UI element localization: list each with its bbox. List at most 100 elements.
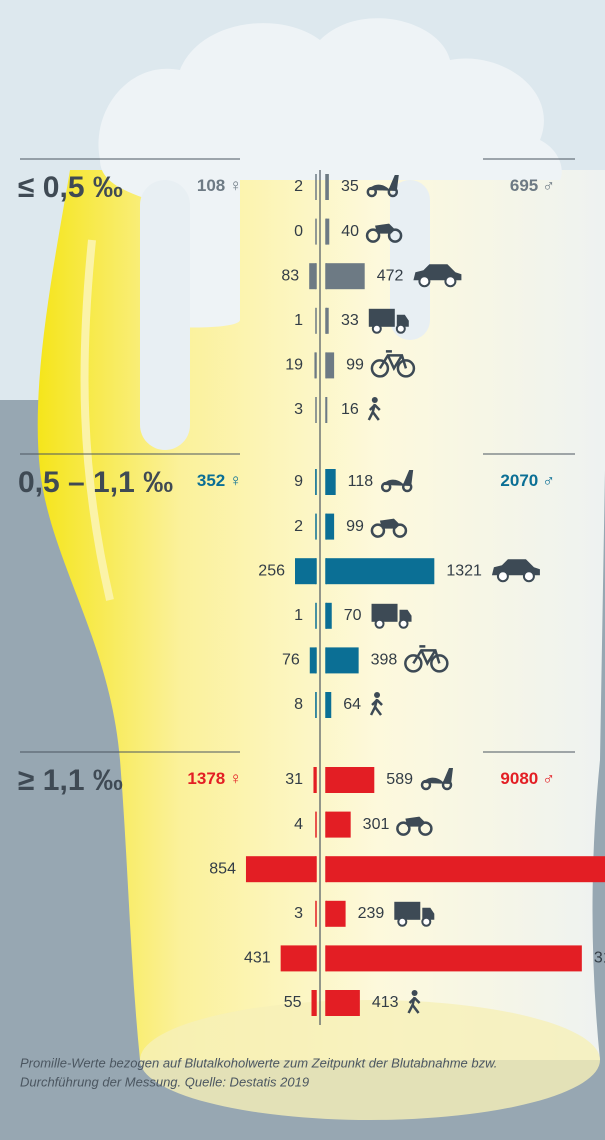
infographic: Promille-Werte bezogen auf Blutalkoholwe… xyxy=(0,0,605,1140)
male-bar xyxy=(326,901,346,927)
male-bar xyxy=(326,263,365,289)
male-total: 2070♂ xyxy=(500,471,555,490)
male-total-value: 2070 xyxy=(500,471,538,490)
female-bar xyxy=(315,469,316,495)
male-value: 398 xyxy=(371,652,398,669)
female-value: 3 xyxy=(294,905,303,922)
male-value: 40 xyxy=(341,223,359,240)
male-value: 64 xyxy=(343,696,361,713)
male-value: 239 xyxy=(358,905,385,922)
icon-part xyxy=(372,397,378,403)
male-value: 16 xyxy=(341,401,359,418)
male-bar xyxy=(326,812,351,838)
female-value: 2 xyxy=(294,178,303,195)
group-label: ≤ 0,5 ‰ xyxy=(18,171,123,204)
female-total-value: 352 xyxy=(197,471,225,490)
male-value: 1321 xyxy=(446,562,482,579)
female-bar xyxy=(313,767,316,793)
male-total-value: 695 xyxy=(510,176,538,195)
female-value: 19 xyxy=(285,357,303,374)
female-symbol: ♀ xyxy=(229,471,242,490)
icon-part xyxy=(373,325,381,333)
icon-part xyxy=(397,325,405,333)
female-total-value: 108 xyxy=(197,176,225,195)
male-bar xyxy=(326,692,331,718)
male-bar xyxy=(326,945,582,971)
male-value: 301 xyxy=(363,816,390,833)
icon-part xyxy=(394,902,420,920)
male-symbol: ♂ xyxy=(542,176,555,195)
female-symbol: ♀ xyxy=(229,769,242,788)
female-value: 431 xyxy=(244,950,271,967)
male-symbol: ♂ xyxy=(542,471,555,490)
male-value: 413 xyxy=(372,994,399,1011)
female-value: 1 xyxy=(294,312,303,329)
icon-part xyxy=(374,692,380,698)
male-value: 472 xyxy=(377,267,404,284)
male-bar xyxy=(326,174,329,200)
male-bar xyxy=(326,603,332,629)
icon-part xyxy=(419,276,429,286)
male-value: 118 xyxy=(348,473,374,490)
female-value: 9 xyxy=(294,473,303,490)
group-label: 0,5 – 1,1 ‰ xyxy=(18,466,173,499)
female-value: 8 xyxy=(294,696,303,713)
female-value: 3 xyxy=(294,401,303,418)
female-value: 0 xyxy=(294,223,303,240)
female-total: 108♀ xyxy=(197,176,242,195)
female-bar xyxy=(311,990,316,1016)
female-value: 4 xyxy=(294,816,303,833)
female-bar xyxy=(309,263,316,289)
female-bar xyxy=(295,558,316,584)
male-total: 695♂ xyxy=(510,176,555,195)
icon-part xyxy=(498,571,508,581)
female-bar xyxy=(281,945,316,971)
male-bar xyxy=(326,514,334,540)
female-value: 1 xyxy=(294,607,303,624)
footnote: Durchführung der Messung. Quelle: Destat… xyxy=(20,1074,309,1089)
female-total-value: 1378 xyxy=(187,769,225,788)
female-total: 352♀ xyxy=(197,471,242,490)
group-label: ≥ 1,1 ‰ xyxy=(18,764,123,797)
icon-part xyxy=(524,571,534,581)
male-bar xyxy=(326,647,359,673)
female-bar xyxy=(310,647,316,673)
foam-drip xyxy=(140,180,190,450)
female-value: 854 xyxy=(209,860,236,877)
icon-part xyxy=(398,918,406,926)
male-bar xyxy=(326,856,605,882)
male-total-value: 9080 xyxy=(500,769,538,788)
icon-part xyxy=(412,990,418,996)
male-bar xyxy=(326,219,329,245)
icon-part xyxy=(369,309,395,327)
female-bar xyxy=(314,352,316,378)
male-value: 589 xyxy=(386,771,413,788)
male-value: 33 xyxy=(341,312,359,329)
male-total: 9080♂ xyxy=(500,769,555,788)
female-value: 2 xyxy=(294,518,303,535)
foam-drip xyxy=(390,180,430,340)
male-bar xyxy=(326,352,334,378)
male-value: 99 xyxy=(346,357,364,374)
female-value: 31 xyxy=(285,771,303,788)
female-symbol: ♀ xyxy=(229,176,242,195)
female-bar xyxy=(315,692,316,718)
male-bar xyxy=(326,469,336,495)
footnote: Promille-Werte bezogen auf Blutalkoholwe… xyxy=(20,1055,497,1070)
icon-part xyxy=(422,918,430,926)
male-value: 70 xyxy=(344,607,362,624)
male-value: 35 xyxy=(341,178,359,195)
icon-part xyxy=(400,620,408,628)
male-symbol: ♂ xyxy=(542,769,555,788)
male-bar xyxy=(326,558,434,584)
female-value: 55 xyxy=(284,994,302,1011)
male-value: 99 xyxy=(346,518,364,535)
female-total: 1378♀ xyxy=(187,769,242,788)
male-bar xyxy=(326,308,329,334)
female-value: 256 xyxy=(258,562,285,579)
icon-part xyxy=(376,620,384,628)
male-value: 3120 xyxy=(594,950,605,967)
male-bar xyxy=(326,767,374,793)
male-bar xyxy=(326,397,327,423)
female-bar xyxy=(246,856,316,882)
